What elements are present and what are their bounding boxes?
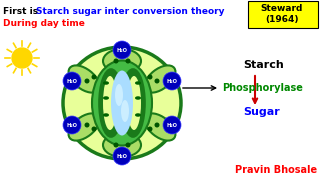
Circle shape [12, 48, 32, 68]
Circle shape [92, 75, 97, 80]
Ellipse shape [103, 133, 141, 157]
Circle shape [114, 58, 118, 64]
Text: Starch: Starch [243, 60, 284, 70]
Ellipse shape [121, 69, 145, 137]
Ellipse shape [103, 81, 109, 85]
Circle shape [125, 143, 131, 147]
Circle shape [63, 72, 81, 90]
Ellipse shape [103, 76, 117, 130]
Ellipse shape [103, 96, 109, 100]
Ellipse shape [68, 113, 100, 141]
Ellipse shape [121, 100, 129, 122]
Text: H₂O: H₂O [166, 123, 178, 128]
Circle shape [148, 75, 153, 80]
Circle shape [84, 123, 90, 127]
FancyBboxPatch shape [247, 1, 317, 28]
Circle shape [148, 127, 153, 132]
Text: First is: First is [3, 7, 41, 16]
Ellipse shape [99, 69, 123, 137]
Text: Steward
(1964): Steward (1964) [261, 4, 303, 24]
Text: H₂O: H₂O [166, 79, 178, 84]
Circle shape [113, 147, 131, 165]
Ellipse shape [127, 76, 141, 130]
Text: Sugar: Sugar [243, 107, 280, 117]
Circle shape [155, 78, 159, 84]
Ellipse shape [111, 71, 133, 136]
Circle shape [114, 143, 118, 147]
Ellipse shape [68, 65, 100, 93]
Text: H₂O: H₂O [67, 123, 77, 128]
Circle shape [125, 58, 131, 64]
Ellipse shape [92, 60, 152, 145]
Ellipse shape [103, 113, 109, 117]
Text: H₂O: H₂O [116, 154, 127, 159]
Ellipse shape [115, 84, 123, 106]
Circle shape [163, 116, 181, 134]
Ellipse shape [103, 49, 141, 73]
Circle shape [92, 127, 97, 132]
Circle shape [63, 116, 81, 134]
Text: Starch sugar inter conversion theory: Starch sugar inter conversion theory [36, 7, 225, 16]
Text: During day time: During day time [3, 19, 85, 28]
Ellipse shape [63, 47, 181, 159]
Ellipse shape [135, 96, 141, 100]
Ellipse shape [145, 65, 175, 93]
Circle shape [84, 78, 90, 84]
Circle shape [155, 123, 159, 127]
Text: H₂O: H₂O [116, 48, 127, 53]
Circle shape [163, 72, 181, 90]
Ellipse shape [145, 113, 175, 141]
Circle shape [113, 41, 131, 59]
Ellipse shape [135, 81, 141, 85]
Ellipse shape [135, 113, 141, 117]
Text: Phosphorylase: Phosphorylase [222, 83, 303, 93]
Text: Pravin Bhosale: Pravin Bhosale [235, 165, 317, 175]
Text: H₂O: H₂O [67, 79, 77, 84]
